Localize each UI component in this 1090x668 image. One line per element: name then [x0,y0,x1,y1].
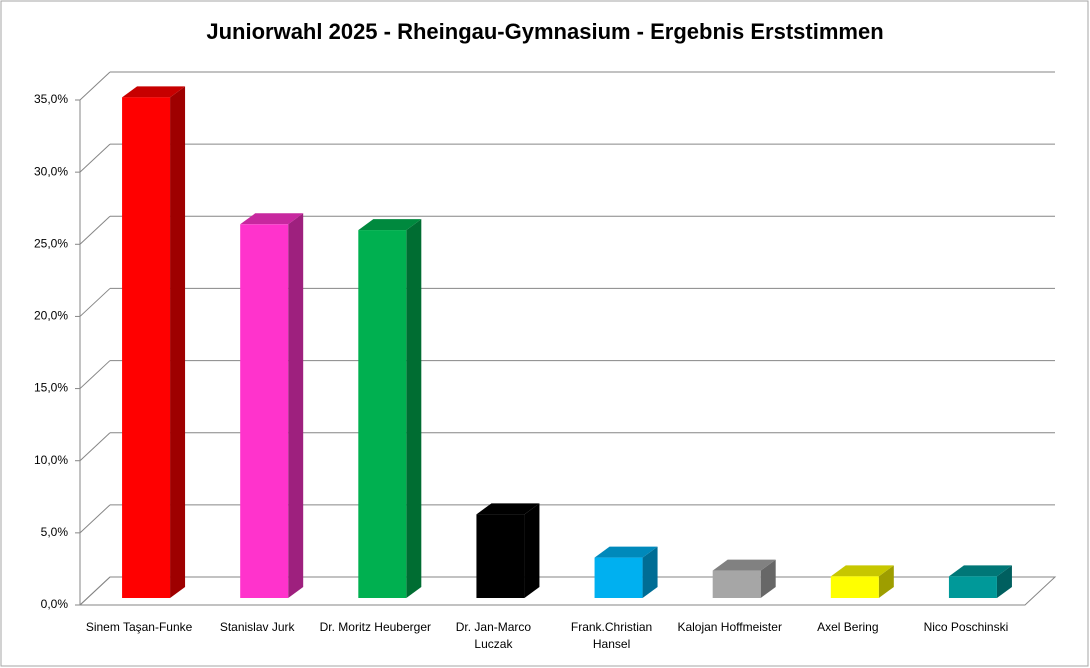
bar-side [760,559,776,598]
grid-depth [79,288,111,317]
bar-front [712,570,761,598]
grid-depth [79,504,111,534]
grid-depth [79,360,111,389]
bar [476,503,540,598]
bar-top [476,503,540,515]
bar-front [830,576,879,598]
chart-title: Juniorwahl 2025 - Rheingau-Gymnasium - E… [206,19,883,44]
y-tick-label: 15,0% [34,381,68,395]
bar-top [712,559,776,571]
grid-depth [79,143,111,173]
x-tick-label: Stanislav Jurk [219,620,295,634]
x-tick-label: Kalojan Hoffmeister [677,620,782,634]
bar-front [594,557,643,598]
y-tick-label: 20,0% [34,309,68,323]
floor [78,576,1057,606]
bar [122,86,186,598]
x-tick-label: Sinem Taşan-Funke [85,620,193,634]
x-tick-label: Frank.Christian Hansel [570,620,653,651]
x-tick-label: Dr. Moritz Heuberger [319,620,431,634]
bar-side [642,546,658,598]
grid-depth [79,432,111,462]
bar-side [170,86,186,598]
bar-top [240,213,304,225]
y-tick-label: 5,0% [41,525,69,539]
bar [830,565,894,598]
grid-depth [79,215,111,245]
bar-front [358,230,407,599]
y-tick-label: 30,0% [34,164,68,178]
y-tick-label: 10,0% [34,453,68,467]
x-tick-label: Axel Bering [817,620,879,634]
bar-top [122,86,186,98]
bar-top [948,565,1012,577]
bar-side [524,503,540,598]
bar-top [830,565,894,577]
y-tick-label: 35,0% [34,92,68,106]
bar-front [948,576,997,598]
bar-top [358,219,422,231]
bar-side [996,565,1012,598]
bar-side [878,565,894,598]
x-tick-label: Dr. Jan-Marco Luczak [455,620,532,651]
bar [240,213,304,599]
bar-top [594,546,658,558]
y-tick-label: 25,0% [34,236,68,250]
grid-depth [79,71,111,101]
bar [948,565,1012,598]
bar-side [288,213,304,599]
bar-side [406,219,422,599]
x-tick-label: Nico Poschinski [923,620,1009,634]
bar [712,559,776,598]
y-tick-label: 0,0% [41,597,69,611]
bar [594,546,658,598]
bar-front [476,514,525,598]
bar [358,219,422,599]
bar-front [122,97,171,598]
bar-front [240,224,289,599]
grid-depth [79,576,111,606]
